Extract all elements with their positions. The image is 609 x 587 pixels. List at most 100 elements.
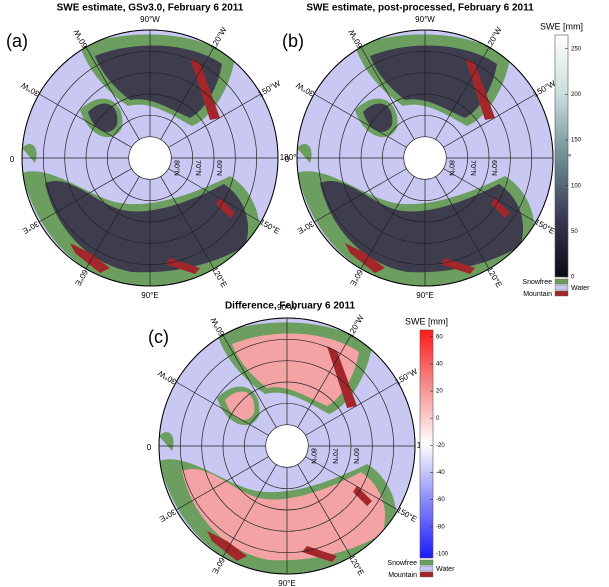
meridian <box>297 334 352 428</box>
meridian <box>38 93 132 148</box>
meridian <box>222 334 277 428</box>
meridian <box>435 176 490 270</box>
meridian <box>360 176 415 270</box>
legend-label: Water <box>436 566 455 573</box>
latitude-label: 70°N <box>331 448 339 464</box>
legend-label: Snowfree <box>387 560 417 567</box>
meridian <box>175 381 269 436</box>
meridian <box>85 46 140 140</box>
meridian-label: 90°E <box>141 291 158 300</box>
pole-hole <box>266 425 308 467</box>
latitude-label: 80°N <box>447 160 455 176</box>
latitude-label: 80°N <box>309 448 317 464</box>
meridian-label: 150°W <box>532 79 558 99</box>
colorbar-tick-label: -100 <box>436 552 449 558</box>
panel-title: SWE estimate, post-processed, February 6… <box>306 3 534 14</box>
meridian-label: 90°E <box>416 291 433 300</box>
legend-swatch <box>554 284 569 291</box>
colorbar-tick-label: 200 <box>571 92 582 98</box>
map-border <box>296 29 554 287</box>
meridian-label: 120°W <box>484 25 504 51</box>
panels: 180°150°W120°W90°W60°W30°W030°E60°E90°E1… <box>9 15 571 587</box>
meridian <box>168 93 262 148</box>
legend-swatch <box>419 571 434 578</box>
pole-hole <box>404 137 446 179</box>
polar-map: 180°150°W120°W90°W60°W30°W030°E60°E90°E1… <box>9 15 296 300</box>
meridian-label: 90°W <box>140 15 160 24</box>
meridian <box>222 464 277 558</box>
legend-swatch <box>554 290 569 297</box>
colorbar-tick-label: -40 <box>436 470 445 476</box>
map-border <box>158 317 416 575</box>
meridian-label: 60°E <box>73 268 90 288</box>
latitude-label: 60°N <box>490 160 498 176</box>
colorbars: SWE [mm]050100150200250SnowfreeWaterMoun… <box>387 21 590 578</box>
legend-label: Mountain <box>388 572 417 579</box>
meridian <box>175 456 269 511</box>
meridian <box>443 93 537 148</box>
colorbar-tick-label: 20 <box>436 389 443 395</box>
latitude-label: 80°N <box>172 160 180 176</box>
latitude-label: 60°N <box>215 160 223 176</box>
colorbar-tick-label: -20 <box>436 443 445 449</box>
colorbar-tick-label: 0 <box>571 275 575 281</box>
map-border <box>21 29 279 287</box>
colorbar-tick-label: 50 <box>571 229 578 235</box>
meridian-label: 90°W <box>277 303 297 312</box>
legend-label: Mountain <box>523 291 552 298</box>
colorbar-tick-label: -80 <box>436 524 445 530</box>
meridian-label: 180° <box>280 153 297 162</box>
meridian-label: 90°E <box>278 579 295 587</box>
legend-swatch <box>419 565 434 572</box>
legend-swatch <box>419 559 434 566</box>
colorbar-tick-label: 100 <box>571 183 582 189</box>
colorbar-title: SWE [mm] <box>405 316 448 326</box>
meridian <box>313 93 407 148</box>
panel-label: (c) <box>148 327 169 347</box>
colorbar-tick-label: 60 <box>436 334 443 340</box>
meridian <box>435 46 490 140</box>
meridian <box>297 464 352 558</box>
polar-map: 180°150°W120°W90°W60°W30°W030°E60°E90°E1… <box>284 15 571 300</box>
meridian-label: 30°E <box>158 507 178 524</box>
pole-hole <box>129 137 171 179</box>
colorbar-title: SWE [mm] <box>540 21 583 31</box>
legend-label: Snowfree <box>522 279 552 286</box>
meridian-label: 120°W <box>346 313 366 339</box>
meridian-label: 0 <box>146 442 151 451</box>
meridian <box>443 168 537 223</box>
meridian-label: 30°E <box>296 219 316 236</box>
meridian <box>305 381 399 436</box>
latitude-label: 70°N <box>469 160 477 176</box>
legend-swatch <box>554 278 569 285</box>
panel-title: Difference, February 6 2011 <box>225 301 356 312</box>
meridian-label: 150°W <box>394 367 420 387</box>
colorbar-tick-label: -60 <box>436 497 445 503</box>
meridian-label: 120°W <box>209 25 229 51</box>
meridian <box>313 168 407 223</box>
meridian-label: 0 <box>9 154 14 163</box>
meridian-label: 90°W <box>415 15 435 24</box>
meridian <box>160 176 215 270</box>
latitude-label: 70°N <box>194 160 202 176</box>
meridian <box>360 46 415 140</box>
panel-label: (a) <box>6 31 28 51</box>
meridian <box>160 46 215 140</box>
panel-title: SWE estimate, GSv3.0, February 6 2011 <box>57 3 244 14</box>
meridian-label: 30°E <box>21 219 41 236</box>
colorbar-tick-label: 0 <box>436 416 440 422</box>
colorbar <box>554 34 569 278</box>
colorbar <box>419 329 434 559</box>
colorbar-tick-label: 150 <box>571 138 582 144</box>
meridian-label: 0 <box>284 154 289 163</box>
latitude-label: 60°N <box>352 448 360 464</box>
colorbar-tick-label: 250 <box>571 46 582 52</box>
legend-label: Water <box>571 285 590 292</box>
meridian <box>85 176 140 270</box>
meridian-label: 60°E <box>210 556 227 576</box>
meridian-label: 150°W <box>257 79 283 99</box>
meridian <box>38 168 132 223</box>
meridian-label: 60°E <box>348 268 365 288</box>
meridian <box>305 456 399 511</box>
